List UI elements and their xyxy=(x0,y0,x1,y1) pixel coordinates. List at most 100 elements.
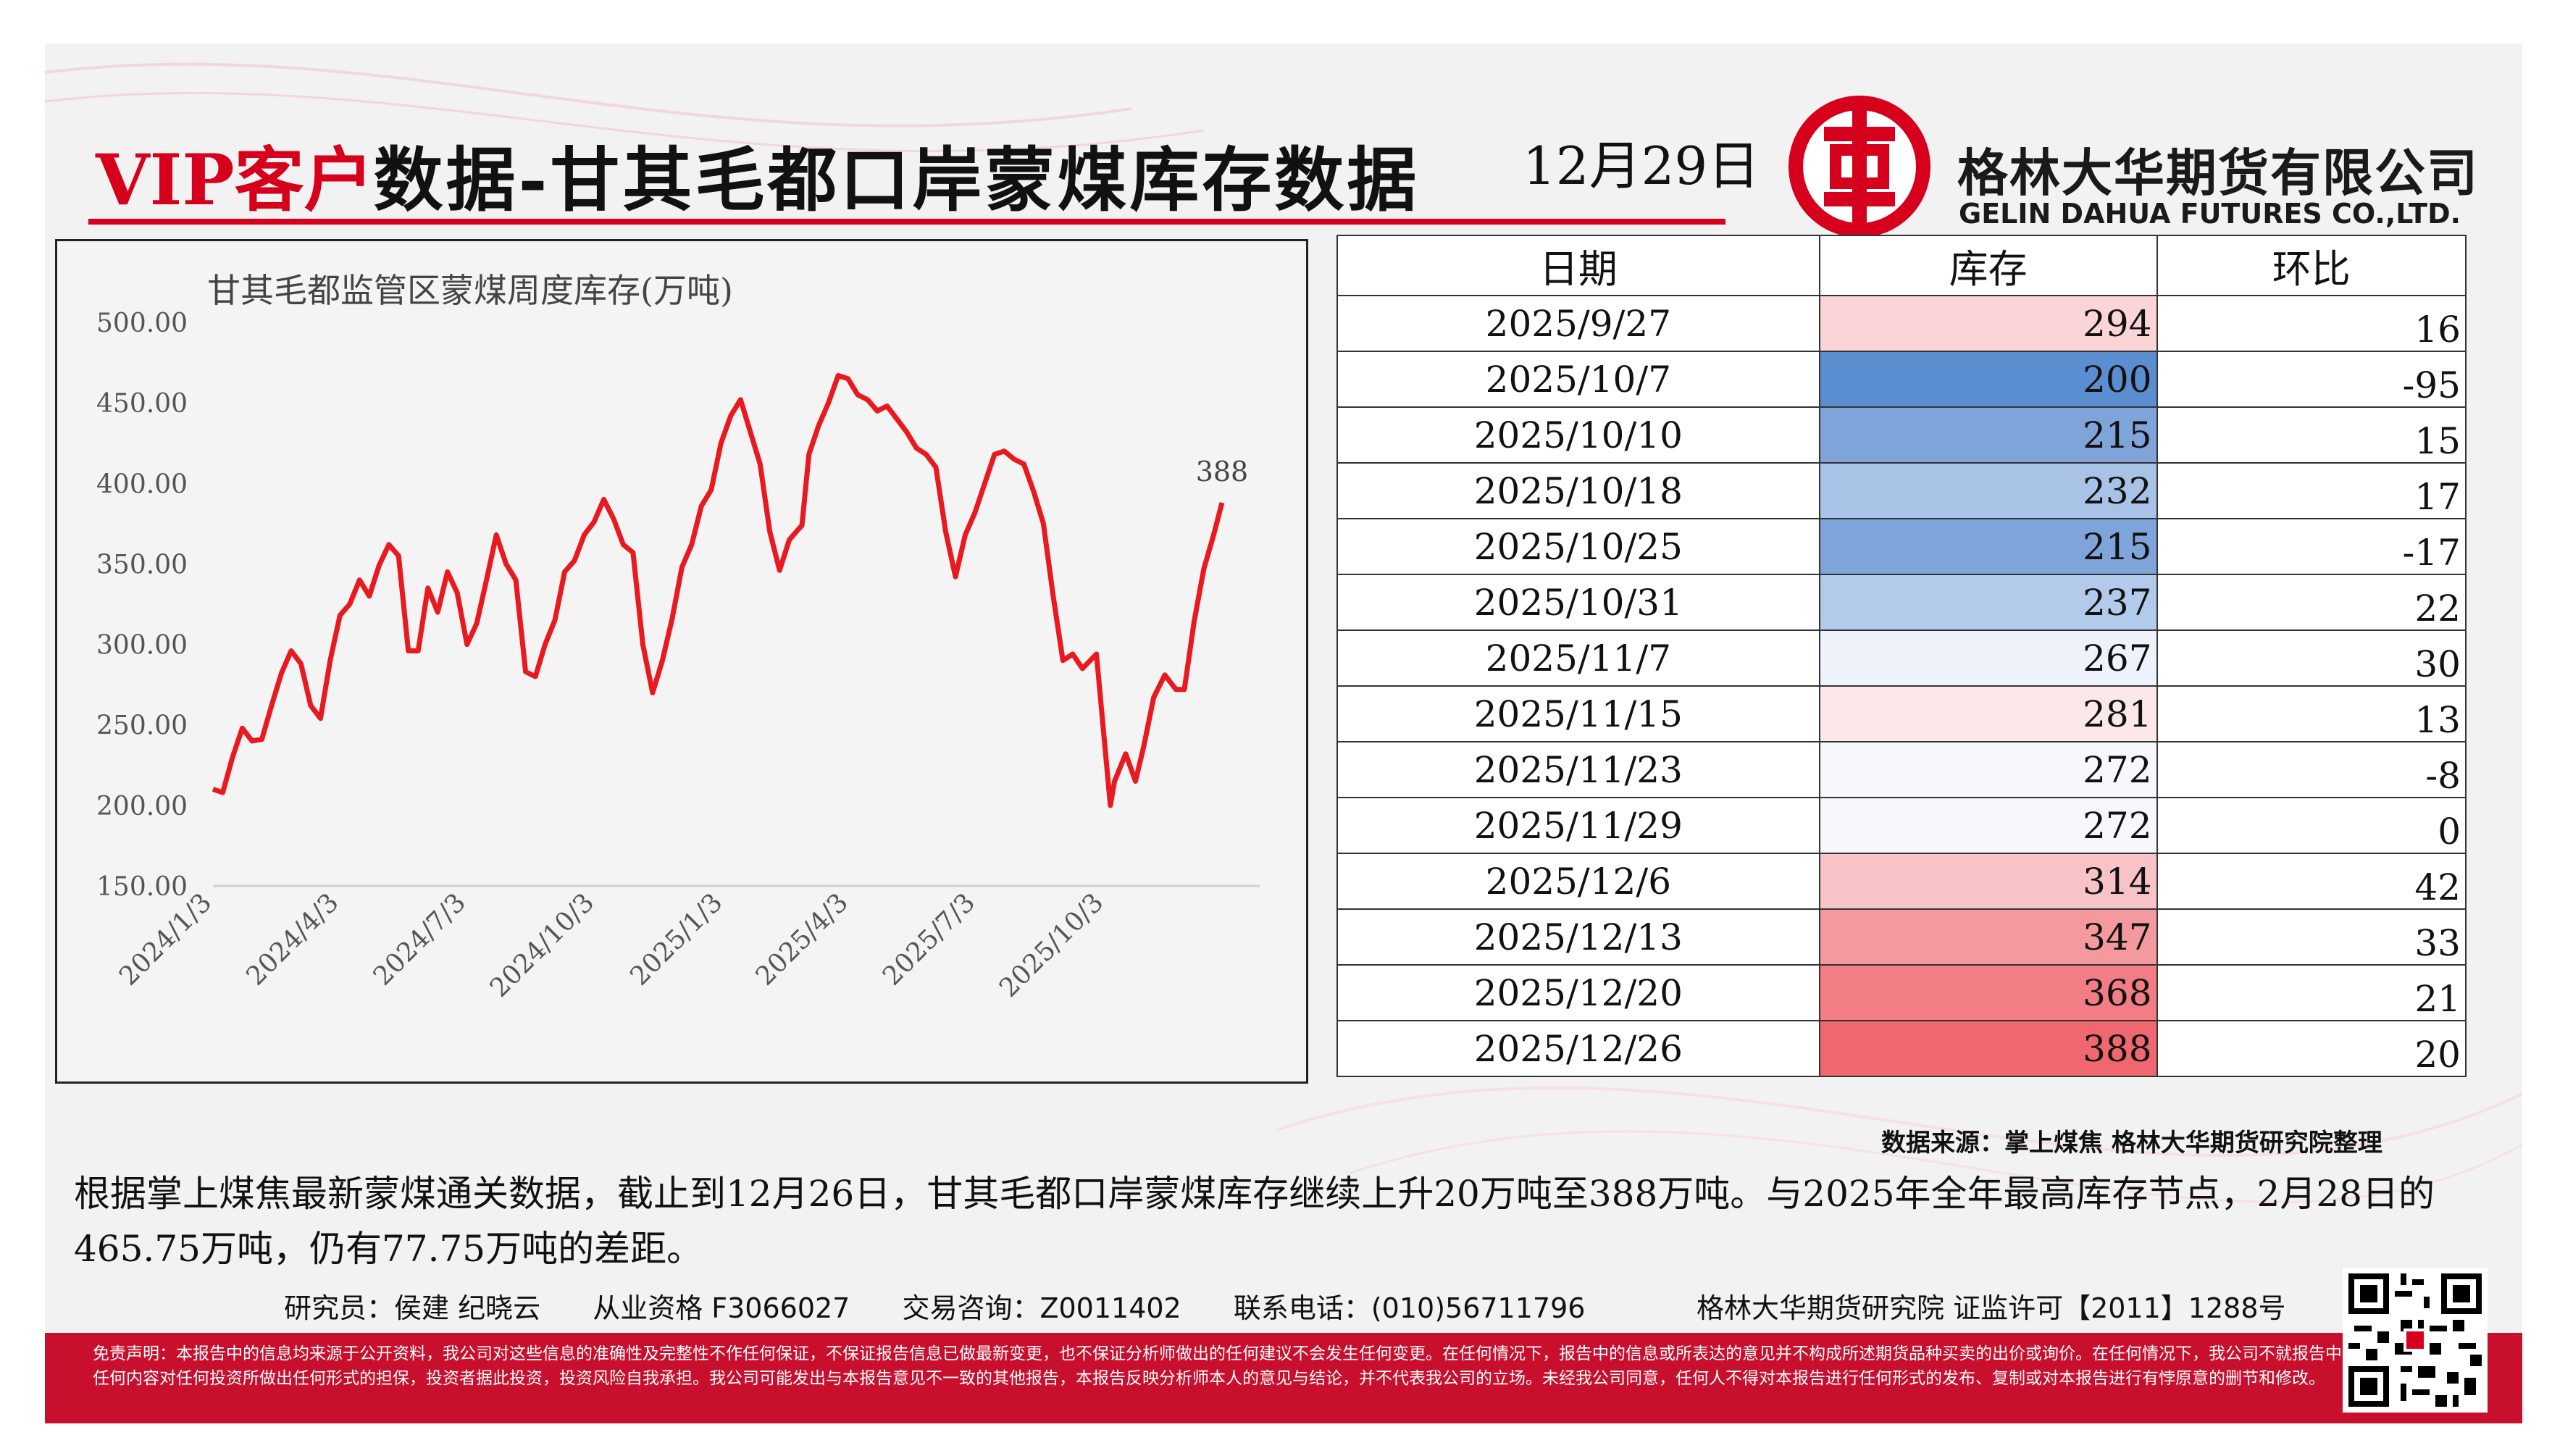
cell-date: 2025/12/13 xyxy=(1336,908,1820,966)
cell-date: 2025/11/7 xyxy=(1336,629,1820,687)
page-title: VIP客户 数据-甘其毛都口岸蒙煤库存数据 xyxy=(96,112,1419,235)
x-tick-label: 2024/4/3 xyxy=(240,887,344,991)
cell-date: 2025/10/18 xyxy=(1336,462,1820,519)
x-tick-label: 2024/1/3 xyxy=(114,887,217,991)
cell-change: 20 xyxy=(2156,1020,2467,1077)
cell-change: 15 xyxy=(2156,406,2467,464)
cell-stock: 281 xyxy=(1818,685,2158,742)
chart-panel: 甘其毛都监管区蒙煤周度库存(万吨) 500.00 450.00 400.00 350.… xyxy=(55,239,1308,1084)
cell-date: 2025/10/7 xyxy=(1336,351,1820,408)
slide: VIP客户 数据-甘其毛都口岸蒙煤库存数据 12月29日 格林大华期货有限公司 G… xyxy=(45,43,2522,1423)
table-row: 2025/10/18 232 17 xyxy=(1336,462,2467,519)
cell-stock: 294 xyxy=(1818,295,2158,352)
contact-phone: 联系电话：(010)56711796 xyxy=(1233,1292,1586,1324)
cell-change: 13 xyxy=(2156,685,2467,742)
table-header-row: 日期 库存 环比 xyxy=(1336,235,2467,296)
background-decoration xyxy=(45,62,2522,1203)
cell-date: 2025/10/31 xyxy=(1336,574,1820,631)
y-tick-label: 400.00 xyxy=(96,469,188,499)
cell-date: 2025/9/27 xyxy=(1336,295,1820,352)
cell-date: 2025/12/6 xyxy=(1336,853,1820,910)
cell-change: 16 xyxy=(2156,295,2467,352)
cell-change: 17 xyxy=(2156,462,2467,519)
cell-stock: 237 xyxy=(1818,574,2158,631)
y-tick-label: 150.00 xyxy=(96,872,188,902)
cell-date: 2025/11/15 xyxy=(1336,685,1820,742)
cell-change: 0 xyxy=(2156,797,2467,854)
header-date: 日期 xyxy=(1336,235,1820,296)
cell-date: 2025/11/23 xyxy=(1336,741,1820,798)
cell-date: 2025/12/20 xyxy=(1336,964,1820,1021)
table-row: 2025/11/29 272 0 xyxy=(1336,797,2467,854)
consult-license: 交易咨询：Z0011402 xyxy=(902,1292,1181,1324)
qr-code-icon xyxy=(2343,1268,2488,1413)
inventory-line-chart: 甘其毛都监管区蒙煤周度库存(万吨) 500.00 450.00 400.00 350.… xyxy=(96,271,1260,1003)
disclaimer-bar: 免责声明：本报告中的信息均来源于公开资料，我公司对这些信息的准确性及完整性不作任… xyxy=(45,1333,2522,1423)
y-tick-label: 500.00 xyxy=(96,309,188,338)
cell-stock: 267 xyxy=(1818,629,2158,687)
header-change: 环比 xyxy=(2156,235,2467,296)
cell-date: 2025/11/29 xyxy=(1336,797,1820,854)
report-date: 12月29日 xyxy=(1523,135,1760,196)
title-vip: VIP客户 xyxy=(96,138,374,221)
table-row: 2025/11/15 281 13 xyxy=(1336,685,2467,742)
researcher: 研究员：侯建 纪晓云 xyxy=(284,1292,541,1324)
table-row: 2025/11/23 272 -8 xyxy=(1336,741,2467,798)
table-row: 2025/9/27 294 16 xyxy=(1336,295,2467,352)
table-row: 2025/12/26 388 20 xyxy=(1336,1020,2467,1077)
x-tick-label: 2025/7/3 xyxy=(877,887,981,991)
title-main: 数据-甘其毛都口岸蒙煤库存数据 xyxy=(373,138,1420,221)
table-row: 2025/10/25 215 -17 xyxy=(1336,518,2467,575)
header-stock: 库存 xyxy=(1818,235,2158,296)
x-tick-label: 2024/7/3 xyxy=(368,887,472,991)
last-value-label: 388 xyxy=(1196,456,1249,488)
cell-change: 22 xyxy=(2156,574,2467,631)
cell-change: 33 xyxy=(2156,908,2467,966)
cell-stock: 215 xyxy=(1818,406,2158,464)
cell-stock: 272 xyxy=(1818,797,2158,854)
cell-change: -95 xyxy=(2156,351,2467,408)
cell-stock: 347 xyxy=(1818,908,2158,966)
inventory-series-line xyxy=(212,372,1225,808)
cell-stock: 272 xyxy=(1818,741,2158,798)
x-tick-label: 2025/1/3 xyxy=(624,887,728,991)
cell-change: -17 xyxy=(2156,518,2467,575)
chart-title: 甘其毛都监管区蒙煤周度库存(万吨) xyxy=(207,271,733,310)
cell-stock: 215 xyxy=(1818,518,2158,575)
cell-stock: 232 xyxy=(1818,462,2158,519)
cell-stock: 200 xyxy=(1818,351,2158,408)
logo-name-en: GELIN DAHUA FUTURES CO.,LTD. xyxy=(1959,198,2461,230)
x-tick-label: 2025/10/3 xyxy=(994,887,1110,1003)
table-row: 2025/10/31 237 22 xyxy=(1336,574,2467,631)
y-tick-label: 200.00 xyxy=(96,792,188,821)
institute-license: 格林大华期货研究院 证监许可【2011】1288号 xyxy=(1697,1292,2286,1324)
summary-text: 根据掌上煤焦最新蒙煤通关数据，截止到12月26日，甘其毛都口岸蒙煤库存继续上升2… xyxy=(74,1173,2435,1270)
inventory-table: 日期 库存 环比 2025/9/27 294 16 2025/10/7 200 -95 20… xyxy=(1336,235,2467,1077)
credits: 研究员：侯建 纪晓云 从业资格 F3066027 交易咨询：Z0011402 联… xyxy=(284,1286,2286,1326)
logo-emblem-icon xyxy=(1789,96,1930,238)
y-tick-label: 300.00 xyxy=(96,631,188,661)
qualification: 从业资格 F3066027 xyxy=(593,1292,850,1324)
cell-change: 21 xyxy=(2156,964,2467,1021)
cell-date: 2025/10/25 xyxy=(1336,518,1820,575)
cell-date: 2025/10/10 xyxy=(1336,406,1820,464)
cell-change: -8 xyxy=(2156,741,2467,798)
table-row: 2025/10/7 200 -95 xyxy=(1336,351,2467,408)
x-tick-label: 2024/10/3 xyxy=(485,887,601,1003)
y-tick-label: 450.00 xyxy=(96,389,188,419)
cell-date: 2025/12/26 xyxy=(1336,1020,1820,1077)
data-source: 数据来源：掌上煤焦 格林大华期货研究院整理 xyxy=(1881,1129,2382,1158)
company-logo: 格林大华期货有限公司 GELIN DAHUA FUTURES CO.,LTD. xyxy=(1776,83,2501,250)
cell-stock: 314 xyxy=(1818,853,2158,910)
table-row: 2025/10/10 215 15 xyxy=(1336,406,2467,464)
cell-stock: 388 xyxy=(1818,1020,2158,1077)
disclaimer-text: 免责声明：本报告中的信息均来源于公开资料，我公司对这些信息的准确性及完整性不作任… xyxy=(93,1344,2359,1388)
table-row: 2025/12/6 314 42 xyxy=(1336,853,2467,910)
y-tick-label: 250.00 xyxy=(96,711,188,741)
logo-name-cn: 格林大华期货有限公司 xyxy=(1957,143,2479,203)
cell-change: 30 xyxy=(2156,629,2467,687)
table-row: 2025/11/7 267 30 xyxy=(1336,629,2467,687)
table-row: 2025/12/13 347 33 xyxy=(1336,908,2467,966)
title-underline xyxy=(88,219,1725,225)
cell-stock: 368 xyxy=(1818,964,2158,1021)
